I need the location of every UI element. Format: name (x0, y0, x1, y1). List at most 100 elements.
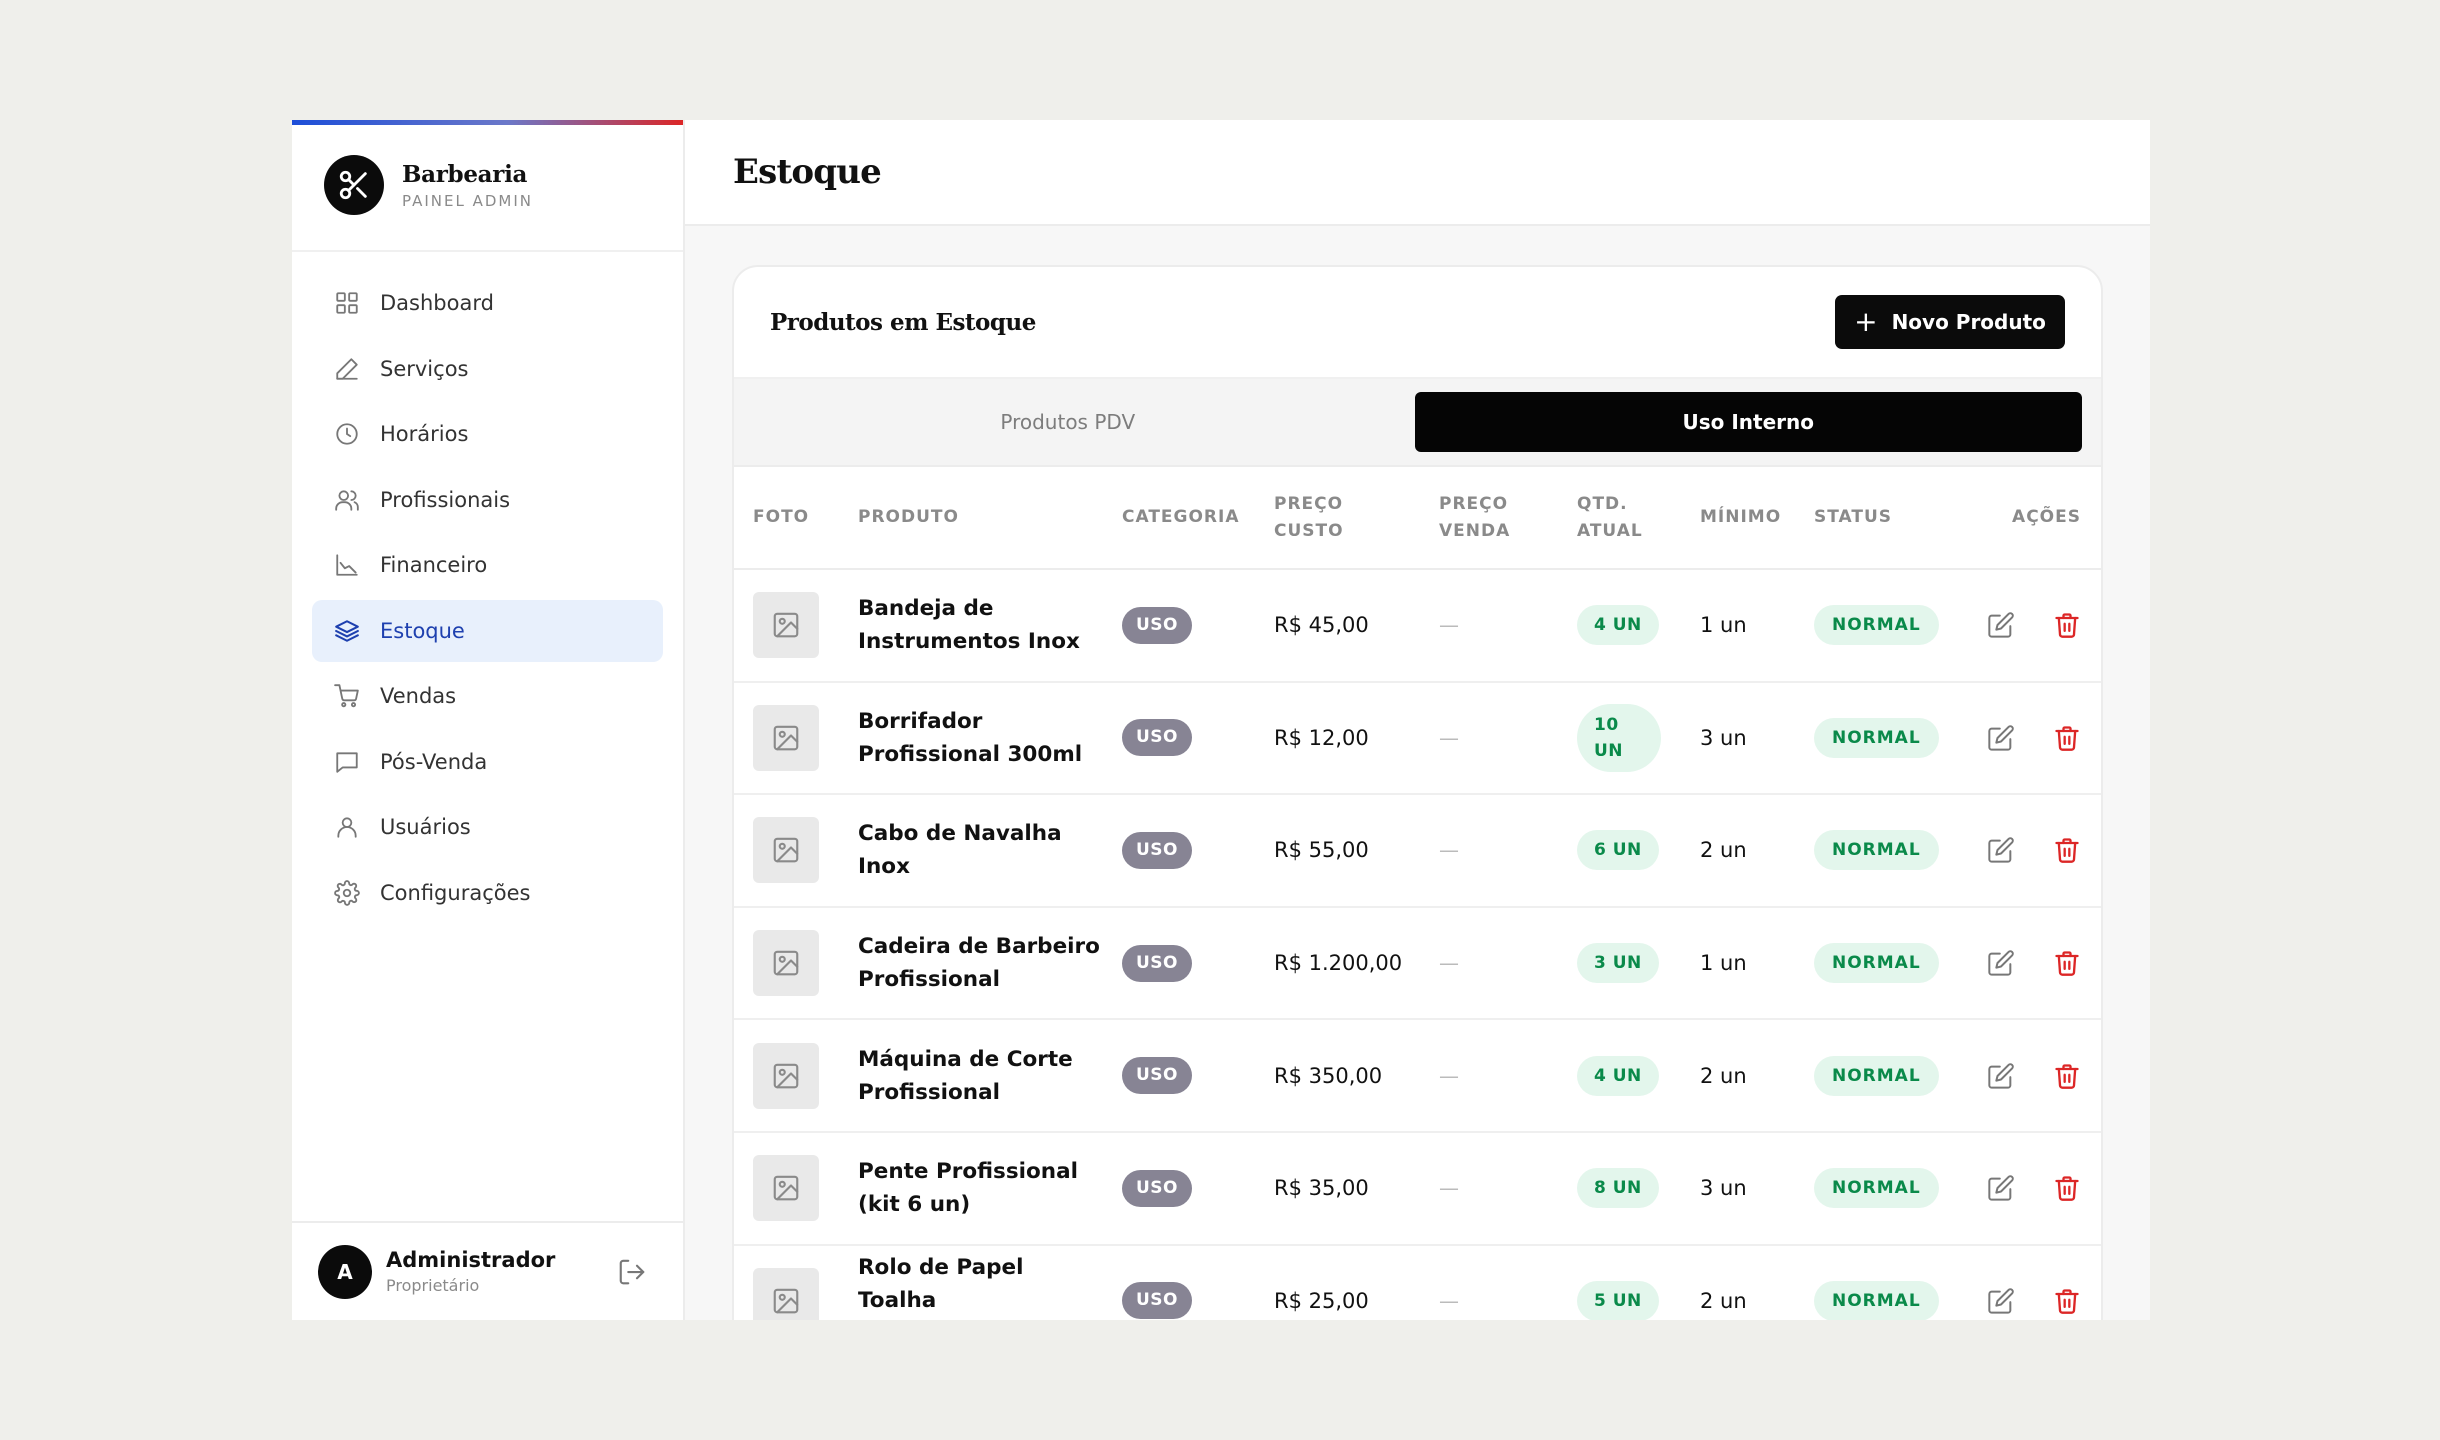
cell-produto: Cabo de Navalha Inox (858, 794, 1122, 908)
trash-icon[interactable] (2050, 721, 2084, 755)
users-icon (332, 485, 362, 515)
sale-price-empty: — (1439, 1063, 1459, 1088)
cell-qtd: 5 UN (1577, 1244, 1700, 1320)
clock-icon (332, 419, 362, 449)
sale-price-empty: — (1439, 1176, 1459, 1201)
sidebar-item-horarios[interactable]: Horários (312, 403, 663, 465)
table-row[interactable]: Cadeira de Barbeiro Profissional USO R$ 1… (734, 906, 2101, 1021)
table-row[interactable]: Bandeja de Instrumentos Inox USO R$ 45,00… (734, 569, 2101, 683)
cell-qtd: 8 UN (1577, 1131, 1700, 1246)
category-badge: USO (1122, 944, 1192, 982)
cell-categoria: USO (1122, 1244, 1274, 1320)
col-header-acoes: AÇÕES (1974, 467, 2101, 570)
sidebar-item-label: Serviços (380, 356, 469, 381)
sale-price-empty: — (1439, 613, 1459, 638)
sidebar-item-profissionais[interactable]: Profissionais (312, 469, 663, 531)
cell-preco-venda: — (1439, 1019, 1577, 1133)
image-placeholder-icon (753, 592, 819, 659)
brand: Barbearia PAINEL ADMIN (292, 120, 683, 252)
card-header: Produtos em Estoque + Novo Produto (734, 267, 2101, 379)
sidebar-item-dashboard[interactable]: Dashboard (312, 272, 663, 334)
cell-categoria: USO (1122, 569, 1274, 683)
sale-price-empty: — (1439, 951, 1459, 976)
sidebar-item-label: Financeiro (380, 553, 488, 577)
cell-status: NORMAL (1814, 569, 1974, 683)
cell-preco-custo: R$ 25,00 (1274, 1244, 1439, 1320)
product-name-line2: Profissional 300ml (858, 741, 1083, 767)
cell-categoria: USO (1122, 906, 1274, 1021)
sidebar-item-vendas[interactable]: Vendas (312, 665, 663, 727)
cell-status: NORMAL (1814, 1244, 1974, 1320)
cell-foto (734, 1244, 858, 1320)
table-row[interactable]: Máquina de Corte Profissional USO R$ 350,… (734, 1019, 2101, 1133)
brand-subtitle: PAINEL ADMIN (402, 191, 533, 210)
tab-uso-interno[interactable]: Uso Interno (1414, 392, 2082, 452)
status-badge: NORMAL (1814, 1168, 1939, 1209)
sidebar-nav: Dashboard Serviços Horários Profissionai… (292, 252, 683, 924)
cell-preco-venda: — (1439, 569, 1577, 683)
col-header-minimo: MÍNIMO (1700, 467, 1814, 570)
sidebar-accent-bar (292, 120, 683, 125)
edit-icon[interactable] (1984, 1171, 2018, 1205)
edit-icon[interactable] (1984, 1059, 2018, 1093)
gear-icon (332, 878, 362, 908)
trash-icon[interactable] (2050, 1059, 2084, 1093)
user-role: Proprietário (386, 1276, 480, 1295)
table-row[interactable]: Borrifador Profissional 300ml USO R$ 12,0… (734, 681, 2101, 796)
cell-preco-custo: R$ 12,00 (1274, 681, 1439, 796)
sidebar-item-label: Estoque (380, 618, 465, 643)
logout-icon[interactable] (617, 1257, 647, 1287)
trash-icon[interactable] (2050, 1284, 2084, 1318)
image-placeholder-icon (753, 1267, 819, 1320)
cell-produto: Bandeja de Instrumentos Inox (858, 569, 1122, 683)
sidebar-item-financeiro[interactable]: Financeiro (312, 534, 663, 596)
cell-status: NORMAL (1814, 681, 1974, 796)
cell-categoria: USO (1122, 794, 1274, 908)
sidebar-item-label: Dashboard (380, 291, 494, 315)
trash-icon[interactable] (2050, 1171, 2084, 1205)
trash-icon[interactable] (2050, 833, 2084, 867)
sidebar-item-usuarios[interactable]: Usuários (312, 796, 663, 858)
product-name-line1: Pente Profissional (858, 1159, 1078, 1185)
sidebar-item-pos-venda[interactable]: Pós-Venda (312, 731, 663, 793)
tab-produtos-pdv[interactable]: Produtos PDV (1000, 410, 1136, 434)
cell-status: NORMAL (1814, 794, 1974, 908)
cell-acoes (1974, 569, 2101, 683)
category-badge: USO (1122, 606, 1192, 644)
table-row[interactable]: Rolo de Papel Toalha(pacote 6) USO R$ 25… (734, 1244, 2101, 1320)
trash-icon[interactable] (2050, 608, 2084, 642)
cell-preco-venda: — (1439, 681, 1577, 796)
edit-icon[interactable] (1984, 833, 2018, 867)
edit-icon[interactable] (1984, 721, 2018, 755)
edit-icon[interactable] (1984, 608, 2018, 642)
sidebar-item-label: Configurações (380, 880, 531, 905)
col-header-categoria: CATEGORIA (1122, 467, 1274, 570)
cell-produto: Pente Profissional (kit 6 un) (858, 1131, 1122, 1246)
cell-preco-custo: R$ 1.200,00 (1274, 906, 1439, 1021)
sidebar-item-configuracoes[interactable]: Configurações (312, 862, 663, 924)
new-product-button[interactable]: + Novo Produto (1835, 295, 2065, 349)
message-icon (332, 747, 362, 777)
col-header-status: STATUS (1814, 467, 1974, 570)
sidebar-item-estoque[interactable]: Estoque (312, 599, 663, 662)
sidebar-item-servicos[interactable]: Serviços (312, 338, 663, 400)
cell-acoes (1974, 1131, 2101, 1246)
quantity-unit: UN (1594, 740, 1624, 761)
edit-icon[interactable] (1984, 1284, 2018, 1318)
product-name-line1: Cadeira de Barbeiro (858, 934, 1100, 960)
product-name-line1: Borrifador (858, 708, 983, 734)
edit-icon[interactable] (1984, 946, 2018, 980)
table-row[interactable]: Pente Profissional (kit 6 un) USO R$ 35,0… (734, 1131, 2101, 1246)
layers-icon (332, 616, 362, 646)
col-header-preco-venda-line2: VENDA (1439, 520, 1511, 541)
table-row[interactable]: Cabo de Navalha Inox USO R$ 55,00 — 6 UN… (734, 794, 2101, 908)
quantity-badge: 5 UN (1577, 1280, 1659, 1320)
quantity-value: 10 (1594, 714, 1619, 735)
cart-icon (332, 681, 362, 711)
col-header-preco-custo: PREÇO CUSTO (1274, 467, 1439, 570)
sale-price-empty: — (1439, 725, 1459, 750)
cell-acoes (1974, 906, 2101, 1021)
col-header-produto: PRODUTO (858, 467, 1122, 570)
trash-icon[interactable] (2050, 946, 2084, 980)
sidebar-item-label: Vendas (380, 684, 457, 708)
